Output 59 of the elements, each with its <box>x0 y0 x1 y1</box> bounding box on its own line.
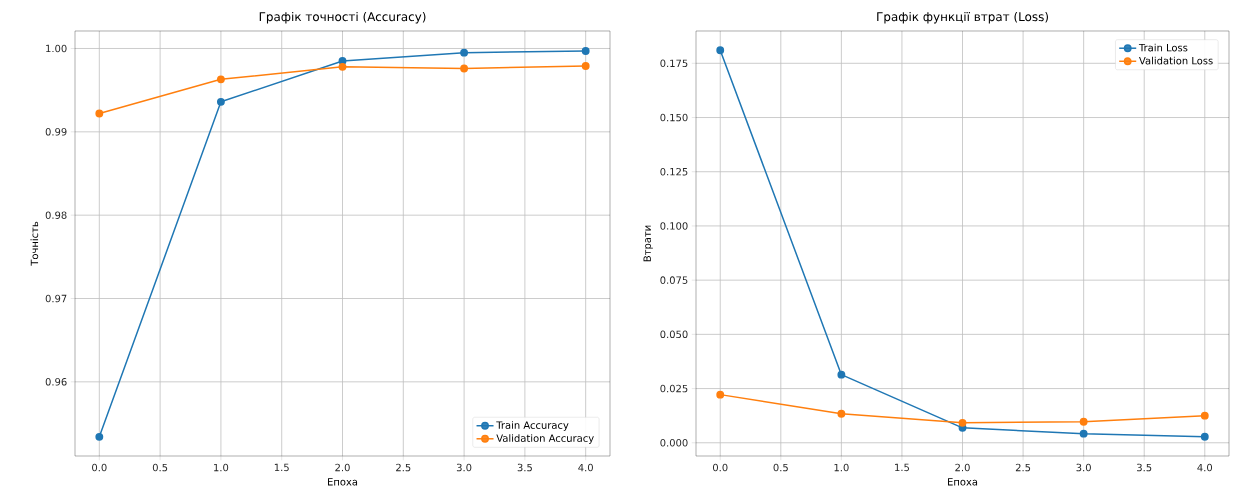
legend-label: Validation Accuracy <box>496 434 594 444</box>
y-tick-label: 0.050 <box>660 330 688 339</box>
x-tick-label: 0.0 <box>712 463 728 472</box>
x-tick-label: 2.5 <box>396 463 411 472</box>
y-tick-label: 0.025 <box>660 384 688 393</box>
point <box>216 75 225 84</box>
point <box>958 418 967 427</box>
y-tick-label: 0.96 <box>45 378 67 386</box>
point <box>716 390 725 399</box>
x-tick-label: 4.0 <box>1197 463 1213 472</box>
x-tick-label: 3.0 <box>456 463 472 472</box>
x-tick-label: 2.5 <box>1015 463 1031 472</box>
x-tick-label: 1.5 <box>274 463 289 472</box>
point <box>216 97 225 106</box>
point <box>581 62 590 70</box>
x-tick-label: 3.5 <box>1137 463 1152 472</box>
x-tick-label: 3.5 <box>517 463 532 472</box>
y-tick-label: 0.000 <box>660 438 688 447</box>
y-axis-title: Точність <box>30 221 39 266</box>
chart-title: Графік точності (Accuracy) <box>259 11 426 24</box>
x-tick-label: 0.5 <box>152 463 168 472</box>
x-tick-label: 1.0 <box>834 463 849 472</box>
point <box>1079 429 1088 438</box>
point <box>716 46 725 55</box>
point <box>1079 417 1088 426</box>
y-tick-label: 0.125 <box>660 167 688 176</box>
legend-label: Train Accuracy <box>496 421 569 431</box>
y-tick-label: 0.98 <box>45 211 67 219</box>
x-tick-label: 1.0 <box>214 463 229 472</box>
x-tick-label: 2.0 <box>335 463 350 472</box>
y-tick-label: 0.99 <box>45 128 67 136</box>
point <box>1200 432 1209 441</box>
y-axis-title: Втрати <box>643 225 653 262</box>
point <box>95 109 104 118</box>
y-tick-label: 0.075 <box>660 276 688 284</box>
y-tick-label: 0.100 <box>660 222 688 230</box>
chart-title: Графік функції втрат (Loss) <box>877 11 1048 24</box>
y-tick-label: 1.00 <box>46 44 67 53</box>
x-tick-label: 4.0 <box>578 463 593 472</box>
y-tick-label: 0.97 <box>45 294 67 303</box>
x-axis-title: Епоха <box>328 478 358 486</box>
x-tick-label: 3.0 <box>1076 463 1091 472</box>
point <box>338 62 347 71</box>
legend-label: Train Loss <box>1138 43 1188 52</box>
point <box>95 432 104 441</box>
point <box>460 64 469 73</box>
x-tick-label: 2.0 <box>955 463 970 472</box>
x-axis-title: Епоха <box>948 478 978 486</box>
y-tick-label: 0.175 <box>660 59 688 68</box>
x-tick-label: 0.5 <box>773 463 788 472</box>
point <box>837 370 846 379</box>
y-tick-label: 0.150 <box>660 113 688 122</box>
x-tick-label: 1.5 <box>895 463 909 472</box>
point <box>1200 411 1209 420</box>
legend-label: Validation Loss <box>1139 56 1213 65</box>
x-tick-label: 0.0 <box>92 463 107 472</box>
point <box>837 409 846 418</box>
point <box>581 47 590 55</box>
point <box>460 48 469 57</box>
